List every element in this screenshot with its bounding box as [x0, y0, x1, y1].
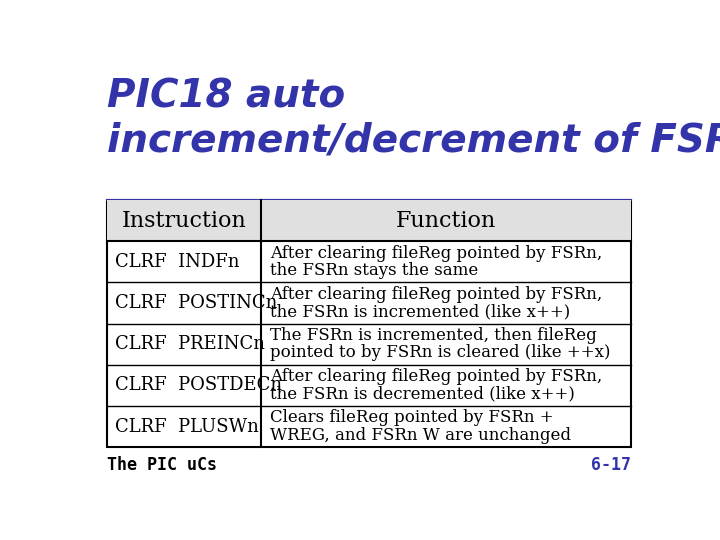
Text: CLRF  POSTDECn: CLRF POSTDECn	[115, 376, 282, 395]
Bar	[107, 200, 631, 241]
Text: After clearing fileReg pointed by FSRn,: After clearing fileReg pointed by FSRn,	[270, 368, 602, 385]
Text: 6-17: 6-17	[591, 456, 631, 474]
Text: pointed to by FSRn is cleared (like ++x): pointed to by FSRn is cleared (like ++x)	[270, 345, 611, 361]
Text: CLRF  INDFn: CLRF INDFn	[115, 253, 240, 271]
Text: The FSRn is incremented, then fileReg: The FSRn is incremented, then fileReg	[270, 327, 597, 344]
Text: the FSRn is incremented (like x++): the FSRn is incremented (like x++)	[270, 303, 570, 320]
Text: After clearing fileReg pointed by FSRn,: After clearing fileReg pointed by FSRn,	[270, 286, 602, 303]
Text: Clears fileReg pointed by FSRn +: Clears fileReg pointed by FSRn +	[270, 409, 554, 427]
Text: PIC18 auto
increment/decrement of FSRn: PIC18 auto increment/decrement of FSRn	[107, 77, 720, 159]
Text: the FSRn is decremented (like x++): the FSRn is decremented (like x++)	[270, 386, 575, 403]
Bar	[107, 200, 631, 447]
Text: CLRF  PREINCn: CLRF PREINCn	[115, 335, 265, 353]
Text: After clearing fileReg pointed by FSRn,: After clearing fileReg pointed by FSRn,	[270, 245, 602, 261]
Text: WREG, and FSRn W are unchanged: WREG, and FSRn W are unchanged	[270, 427, 571, 444]
Text: Instruction: Instruction	[122, 210, 246, 232]
Text: the FSRn stays the same: the FSRn stays the same	[270, 262, 478, 279]
Text: The PIC uCs: The PIC uCs	[107, 456, 217, 474]
Text: CLRF  PLUSWn: CLRF PLUSWn	[115, 418, 259, 436]
Text: Function: Function	[396, 210, 497, 232]
Text: CLRF  POSTINCn: CLRF POSTINCn	[115, 294, 277, 312]
